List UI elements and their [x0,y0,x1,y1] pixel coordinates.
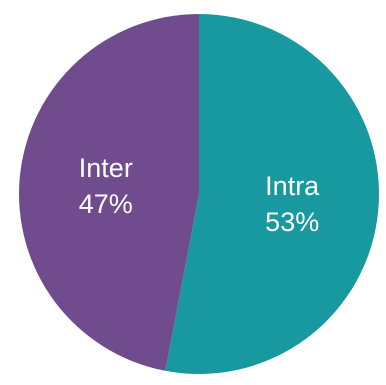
slices-layer [19,14,380,374]
pie-slice-inter [19,14,200,371]
labels-layer: Intra 53% Inter 47% [79,153,320,237]
slice-value-label-inter: 47% [79,189,133,219]
pie-slice-intra [165,14,380,374]
slice-category-label-intra: Intra [265,171,320,201]
slice-category-label-inter: Inter [79,153,133,183]
slice-value-label-intra: 53% [265,207,319,237]
